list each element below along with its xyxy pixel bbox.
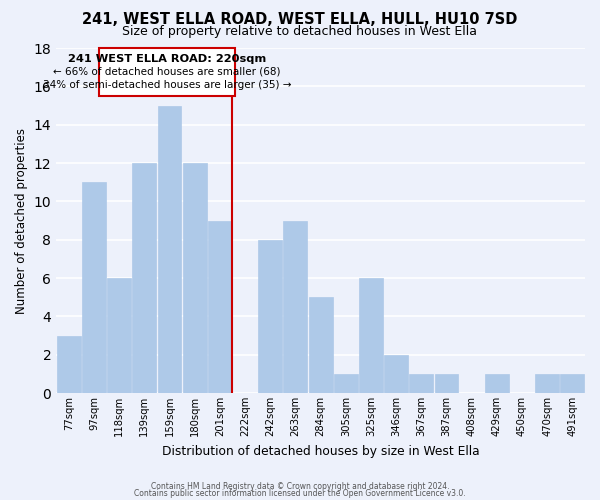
Bar — [560, 374, 584, 393]
Bar — [384, 354, 408, 393]
Bar — [535, 374, 559, 393]
Text: 34% of semi-detached houses are larger (35) →: 34% of semi-detached houses are larger (… — [43, 80, 291, 90]
Text: Contains HM Land Registry data © Crown copyright and database right 2024.: Contains HM Land Registry data © Crown c… — [151, 482, 449, 491]
Bar — [334, 374, 358, 393]
Y-axis label: Number of detached properties: Number of detached properties — [15, 128, 28, 314]
Bar — [107, 278, 131, 393]
Bar — [208, 220, 232, 393]
X-axis label: Distribution of detached houses by size in West Ella: Distribution of detached houses by size … — [162, 444, 479, 458]
Text: 241 WEST ELLA ROAD: 220sqm: 241 WEST ELLA ROAD: 220sqm — [68, 54, 266, 64]
Bar — [258, 240, 282, 393]
FancyBboxPatch shape — [99, 48, 235, 96]
Bar — [485, 374, 509, 393]
Bar — [82, 182, 106, 393]
Bar — [308, 297, 332, 393]
Bar — [283, 220, 307, 393]
Bar — [57, 336, 81, 393]
Text: Contains public sector information licensed under the Open Government Licence v3: Contains public sector information licen… — [134, 489, 466, 498]
Bar — [409, 374, 433, 393]
Bar — [359, 278, 383, 393]
Bar — [133, 163, 156, 393]
Bar — [183, 163, 206, 393]
Bar — [158, 106, 181, 393]
Text: 241, WEST ELLA ROAD, WEST ELLA, HULL, HU10 7SD: 241, WEST ELLA ROAD, WEST ELLA, HULL, HU… — [82, 12, 518, 28]
Text: ← 66% of detached houses are smaller (68): ← 66% of detached houses are smaller (68… — [53, 67, 281, 77]
Bar — [434, 374, 458, 393]
Text: Size of property relative to detached houses in West Ella: Size of property relative to detached ho… — [122, 25, 478, 38]
